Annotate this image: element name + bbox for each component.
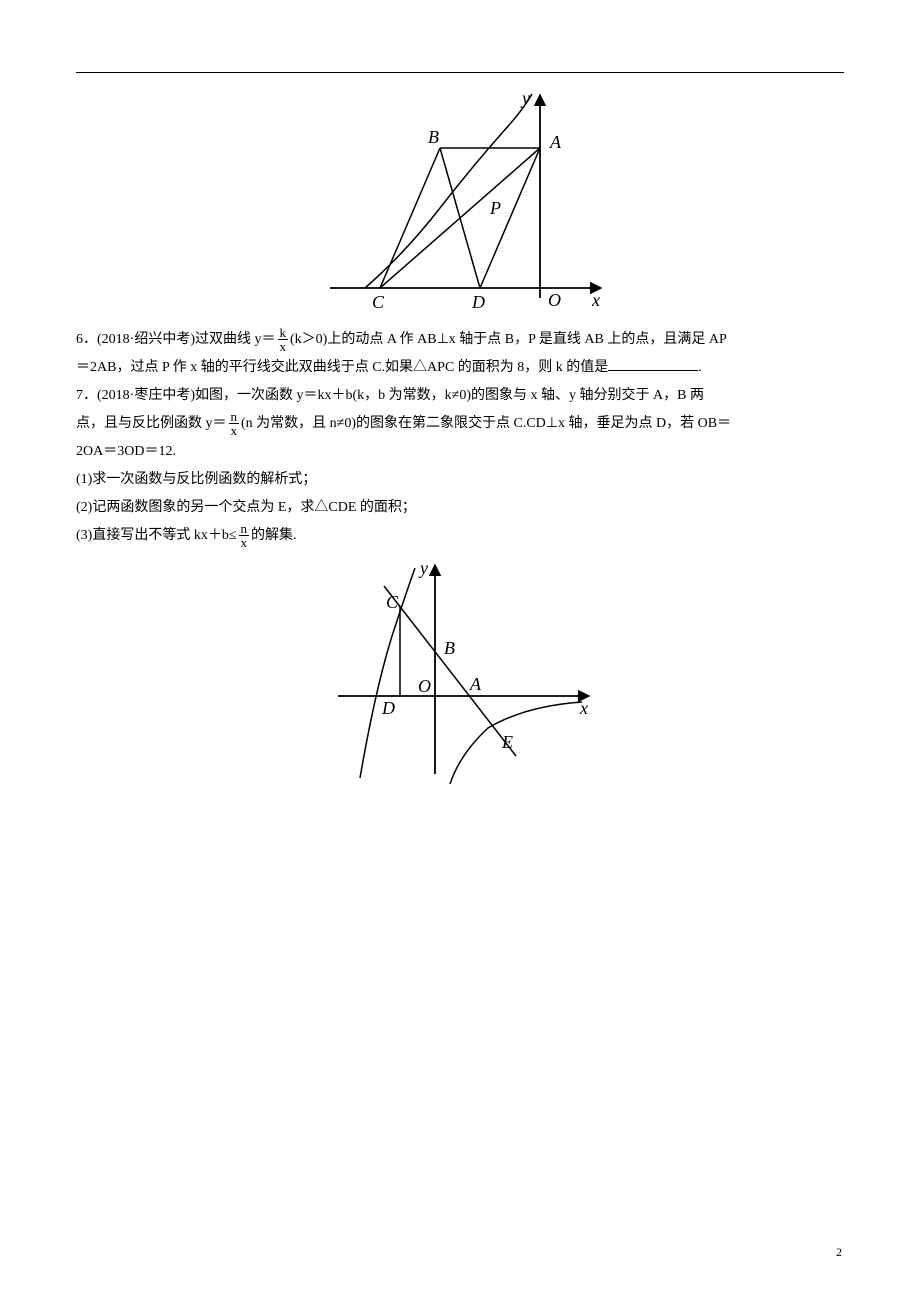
- fig2-E: E: [501, 732, 513, 752]
- p7-q3a: (3)直接写出不等式 kx＋b≤: [76, 528, 237, 543]
- fig1-C: C: [372, 292, 385, 312]
- fig2-C: C: [386, 592, 399, 612]
- figure-problem-7-diagram: x y O A B C D E: [320, 556, 600, 786]
- problem-7-line2: 点，且与反比例函数 y＝nx(n 为常数，且 n≠0)的图象在第二象限交于点 C…: [76, 410, 844, 438]
- p6-frac-num: k: [278, 326, 289, 339]
- p7-q3-den: x: [239, 535, 250, 549]
- fig1-D: D: [471, 292, 485, 312]
- page-number: 2: [836, 1245, 842, 1260]
- problem-7-q3: (3)直接写出不等式 kx＋b≤nx的解集.: [76, 522, 844, 550]
- fig2-x-label: x: [579, 698, 588, 718]
- fig2-O: O: [418, 676, 431, 696]
- p6-frac: kx: [278, 326, 289, 353]
- p6-l2a: ＝2AB，过点 P 作 x 轴的平行线交此双曲线于点 C.如果△APC 的面积为…: [76, 360, 608, 375]
- fig1-P: P: [489, 198, 501, 218]
- fig2-D: D: [381, 698, 395, 718]
- fig1-A: A: [549, 132, 562, 152]
- p6-l2b: .: [698, 360, 702, 375]
- problem-7-q1: (1)求一次函数与反比例函数的解析式；: [76, 466, 844, 494]
- figure-problem-5-diagram: x y O A B C D P: [310, 88, 610, 318]
- p6-mid1: (k＞0)上的动点 A 作 AB⊥x 轴于点 B，: [290, 332, 528, 347]
- problem-7-line1: 7．(2018·枣庄中考)如图，一次函数 y＝kx＋b(k，b 为常数，k≠0)…: [76, 382, 844, 410]
- problem-6-line2: ＝2AB，过点 P 作 x 轴的平行线交此双曲线于点 C.如果△APC 的面积为…: [76, 354, 844, 382]
- page-content: x y O A B C D P 6．(2018·绍兴中考)过双曲线 y＝kx(k…: [76, 82, 844, 794]
- fig2-A: A: [469, 674, 482, 694]
- fig1-B: B: [428, 127, 439, 147]
- p7-q3-num: n: [239, 522, 250, 535]
- problem-7-line3: 2OA＝3OD＝12.: [76, 438, 844, 466]
- p7-frac: nx: [229, 410, 240, 437]
- p7-l2a: 点，且与反比例函数 y＝: [76, 416, 227, 431]
- p7-q3b: 的解集.: [251, 528, 297, 543]
- fig1-y-label: y: [520, 88, 530, 108]
- header-rule: [76, 72, 844, 73]
- problem-7-q2: (2)记两函数图象的另一个交点为 E，求△CDE 的面积；: [76, 494, 844, 522]
- problem-6-line1: 6．(2018·绍兴中考)过双曲线 y＝kx(k＞0)上的动点 A 作 AB⊥x…: [76, 326, 844, 354]
- p7-q3-frac: nx: [239, 522, 250, 549]
- p6-blank: [608, 357, 698, 371]
- fig1-x-label: x: [591, 290, 600, 310]
- p7-frac-den: x: [229, 423, 240, 437]
- p7-frac-num: n: [229, 410, 240, 423]
- fig2-y-label: y: [418, 558, 428, 578]
- fig2-B: B: [444, 638, 455, 658]
- fig1-O: O: [548, 290, 561, 310]
- p6-mid1b: P 是直线 AB 上的点，且满足 AP: [528, 332, 727, 347]
- p6-prefix: 6．(2018·绍兴中考)过双曲线 y＝: [76, 332, 276, 347]
- p7-l2b: (n 为常数，且 n≠0)的图象在第二象限交于点 C.CD⊥x 轴，垂足为点 D…: [241, 416, 731, 431]
- p6-frac-den: x: [278, 339, 289, 353]
